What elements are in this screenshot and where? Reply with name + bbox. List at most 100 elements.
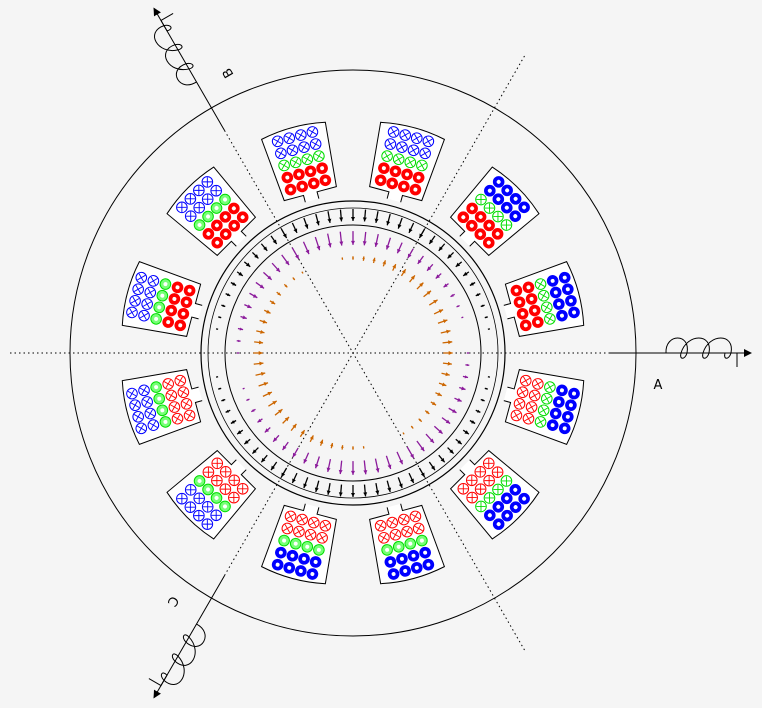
rotor-field-arrow-head bbox=[262, 319, 267, 324]
conductor-cross bbox=[542, 394, 552, 403]
conductor-dot bbox=[487, 513, 492, 518]
conductor-dot bbox=[565, 287, 570, 292]
stator-field-arrow-head bbox=[481, 398, 485, 402]
conductor-cross bbox=[484, 203, 495, 213]
rotor-field-arrow-head bbox=[446, 329, 451, 334]
rotor-field-arrow-head bbox=[330, 442, 334, 447]
conductor-cross bbox=[220, 484, 231, 494]
rotor-field-arrow-head bbox=[341, 257, 344, 259]
axis-label: B bbox=[220, 65, 237, 80]
conductor-dot bbox=[559, 313, 564, 318]
conductor-cross bbox=[515, 399, 524, 409]
conductor-dot bbox=[288, 187, 293, 192]
conductor-cross bbox=[512, 411, 521, 420]
gap-field-arrow-head bbox=[259, 284, 265, 289]
gap-field-arrow-head bbox=[410, 453, 414, 459]
conductor-dot bbox=[513, 196, 518, 201]
conductor-cross bbox=[139, 386, 149, 395]
conductor-dot bbox=[401, 184, 406, 189]
gap-field-arrow-head bbox=[467, 352, 470, 354]
gap-field-arrow-head bbox=[363, 470, 368, 475]
conductor-dot bbox=[553, 411, 558, 416]
conductor-cross bbox=[133, 412, 143, 422]
conductor-dot bbox=[385, 547, 390, 552]
conductor-cross bbox=[185, 194, 196, 204]
rotor-field-arrow-head bbox=[437, 392, 442, 396]
conductor-dot bbox=[215, 240, 220, 245]
conductor-cross bbox=[376, 521, 385, 530]
conductor-dot bbox=[214, 223, 219, 228]
stator-field-arrow-head bbox=[420, 472, 425, 478]
rotor-field-arrow-head bbox=[426, 290, 431, 295]
conductor-dot bbox=[396, 544, 401, 549]
conductor-cross bbox=[476, 501, 486, 512]
stator-field-arrow-head bbox=[397, 224, 402, 229]
conductor-cross bbox=[492, 467, 503, 477]
stator-field-arrow-head bbox=[338, 492, 343, 497]
conductor-dot bbox=[550, 278, 555, 283]
stator-field-arrow-head bbox=[398, 483, 403, 488]
conductor-dot bbox=[470, 206, 475, 211]
slot bbox=[121, 260, 203, 337]
conductor-dot bbox=[405, 172, 410, 177]
gap-field-arrow-head bbox=[457, 397, 462, 402]
stator-field-arrow-head bbox=[362, 217, 367, 222]
conductor-cross bbox=[185, 502, 196, 512]
conductor-cross bbox=[394, 154, 403, 164]
conductor-cross bbox=[493, 484, 503, 495]
gap-field-arrow-head bbox=[452, 409, 457, 413]
conductor-dot bbox=[163, 419, 168, 424]
conductor-cross bbox=[391, 530, 400, 539]
stator-field-arrow-head bbox=[219, 316, 222, 319]
conductor-dot bbox=[517, 300, 522, 305]
gap-field-arrow-head bbox=[351, 240, 355, 245]
slot bbox=[369, 121, 446, 203]
stator-field-arrow-head bbox=[271, 465, 275, 471]
stator-field-arrow-head bbox=[282, 233, 287, 238]
slot-outline bbox=[166, 166, 257, 257]
winding-axis: A bbox=[10, 337, 752, 393]
stator-field-arrow-head bbox=[410, 478, 414, 483]
conductor-dot bbox=[278, 550, 283, 555]
stator-field-arrow-head bbox=[221, 398, 225, 402]
rotor-field-arrow-head bbox=[402, 432, 405, 435]
slot bbox=[503, 260, 585, 337]
conductor-cross bbox=[221, 467, 231, 477]
conductor-dot bbox=[423, 550, 428, 555]
conductor-cross bbox=[501, 476, 512, 486]
conductor-dot bbox=[305, 544, 310, 549]
stator-field-arrow-head bbox=[419, 233, 424, 238]
gap-field-arrow-head bbox=[242, 387, 244, 390]
conductor-cross bbox=[179, 387, 188, 397]
conductor-dot bbox=[416, 175, 421, 180]
rotor-field-arrow-head bbox=[258, 351, 263, 355]
conductor-cross bbox=[501, 220, 512, 230]
conductor-cross bbox=[284, 133, 294, 143]
rotor-field-arrow-head bbox=[263, 382, 269, 386]
conductor-cross bbox=[536, 417, 545, 427]
gap-field-arrow-head bbox=[438, 429, 443, 434]
stator-field-arrow-head bbox=[438, 246, 443, 251]
conductor-dot bbox=[154, 316, 159, 321]
gap-field-arrow-head bbox=[385, 245, 390, 250]
gap-field-arrow-head bbox=[314, 463, 319, 469]
conductor-cross bbox=[412, 133, 422, 143]
conductor-cross bbox=[276, 149, 286, 158]
stator-field-arrow-head bbox=[293, 228, 298, 233]
slot bbox=[121, 369, 203, 446]
rotor-field-arrow-head bbox=[438, 309, 444, 314]
conductor-cross bbox=[177, 202, 187, 213]
conductor-dot bbox=[403, 568, 408, 573]
gap-field-arrow-head bbox=[292, 452, 297, 458]
conductor-dot bbox=[223, 232, 228, 237]
rotor-field-arrow-head bbox=[351, 446, 355, 449]
stator-field-arrow-head bbox=[230, 420, 235, 424]
conductor-cross bbox=[294, 527, 304, 536]
rotor-field-arrow-head bbox=[292, 277, 295, 280]
conductor-dot bbox=[562, 426, 567, 431]
conductor-cross bbox=[296, 130, 306, 140]
slot-outline bbox=[449, 166, 540, 257]
stator-field-arrow-head bbox=[429, 239, 434, 244]
stator-field-arrow-head bbox=[351, 217, 355, 221]
conductor-cross bbox=[163, 379, 173, 389]
